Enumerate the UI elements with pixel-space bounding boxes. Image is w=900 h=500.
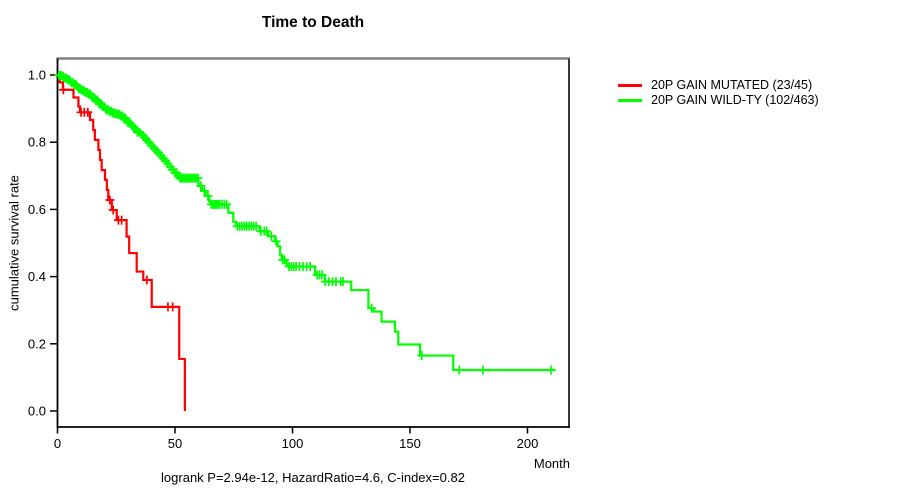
chart-title: Time to Death bbox=[261, 14, 365, 31]
legend-item-mutated: 20P GAIN MUTATED (23/45) bbox=[618, 78, 819, 93]
legend-label-wildtype: 20P GAIN WILD-TY (102/463) bbox=[651, 93, 819, 107]
stats-annotation: logrank P=2.94e-12, HazardRatio=4.6, C-i… bbox=[161, 470, 465, 485]
legend-label-mutated: 20P GAIN MUTATED (23/45) bbox=[651, 78, 813, 92]
km-curve-mutated bbox=[57, 73, 186, 411]
x-tick-label: 200 bbox=[517, 436, 539, 451]
y-tick-label: 0.4 bbox=[28, 269, 46, 284]
x-tick-label: 0 bbox=[54, 436, 61, 451]
y-tick-label: 0.6 bbox=[28, 202, 46, 217]
y-tick-label: 0.0 bbox=[28, 404, 46, 419]
y-tick-label: 0.8 bbox=[28, 135, 46, 150]
legend-line-red bbox=[618, 84, 642, 87]
x-tick-label: 150 bbox=[399, 436, 421, 451]
x-axis-label: Month bbox=[533, 456, 570, 471]
legend: 20P GAIN MUTATED (23/45) 20P GAIN WILD-T… bbox=[618, 78, 819, 108]
legend-item-wildtype: 20P GAIN WILD-TY (102/463) bbox=[618, 93, 819, 108]
y-tick-label: 1.0 bbox=[28, 68, 46, 83]
x-tick-label: 50 bbox=[168, 436, 182, 451]
km-curve-wildtype bbox=[57, 73, 556, 372]
legend-line-green bbox=[618, 99, 642, 102]
x-tick-label: 100 bbox=[282, 436, 304, 451]
y-tick-label: 0.2 bbox=[28, 336, 46, 351]
